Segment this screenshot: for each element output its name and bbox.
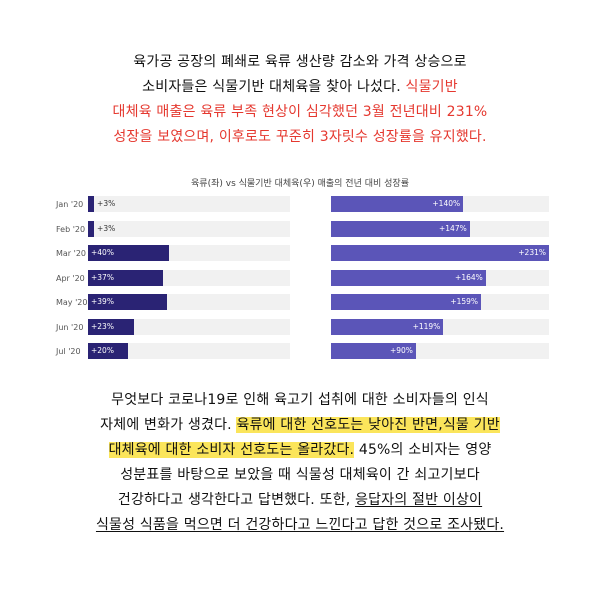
meat-value-label: +3% <box>97 223 116 233</box>
plant-value-label: +140% <box>432 199 461 208</box>
plant-bar <box>331 269 486 286</box>
plant-value-label: +119% <box>412 321 441 331</box>
body-line-2-text: 자체에 변화가 생겼다. <box>100 417 237 433</box>
plant-bar <box>331 318 444 335</box>
meat-bar <box>88 343 129 359</box>
body-line-5: 건강하다고 생각한다고 답변했다. 또한, 응답자의 절반 이상이 <box>0 488 600 513</box>
right-track: +159% <box>331 294 549 310</box>
intro-paragraph: 육가공 공장의 폐쇄로 육류 생산량 감소와 가격 상승으로 소비자들은 식물기… <box>0 50 600 150</box>
plant-value-label: +164% <box>455 272 483 282</box>
right-track: +147% <box>331 220 549 237</box>
month-label: Jun '20 <box>56 322 84 332</box>
month-label: May '20 <box>56 298 88 307</box>
meat-bar <box>88 318 135 335</box>
month-label: Feb '20 <box>56 224 86 234</box>
month-label: Jul '20 <box>56 347 81 356</box>
plant-bar <box>331 196 464 212</box>
body-line-3-highlight: 대체육에 대한 소비자 선호도는 올라갔다. <box>108 442 355 458</box>
growth-chart: 육류(좌) vs 식물기반 대체육(우) 매출의 전년 대비 성장률 Jan '… <box>40 176 560 366</box>
meat-value-label: +20% <box>91 346 114 355</box>
chart-row: Mar '20 +40% +231% <box>40 245 560 263</box>
chart-row: Jan '20 +3% +140% <box>40 196 560 214</box>
left-track: +37% <box>88 269 290 286</box>
month-label: Apr '20 <box>56 273 85 283</box>
body-line-3-text: 45%의 소비자는 영양 <box>354 442 492 458</box>
body-line-3: 대체육에 대한 소비자 선호도는 올라갔다. 45%의 소비자는 영양 <box>0 438 600 463</box>
intro-line-1: 육가공 공장의 폐쇄로 육류 생산량 감소와 가격 상승으로 <box>133 54 467 70</box>
chart-row: Jul '20 +20% +90% <box>40 343 560 361</box>
meat-bar <box>88 196 95 212</box>
chart-row: Feb '20 +3% +147% <box>40 220 560 239</box>
intro-line-2-text: 소비자들은 식물기반 대체육을 찾아 나섰다. <box>142 79 406 95</box>
body-line-4: 성분표를 바탕으로 보았을 때 식물성 대체육이 간 쇠고기보다 <box>120 467 480 483</box>
meat-bar <box>88 245 169 261</box>
plant-value-label: +159% <box>450 297 479 306</box>
body-line-2-highlight: 육류에 대한 선호도는 낮아진 반면,식물 기반 <box>236 417 500 433</box>
right-track: +164% <box>331 269 549 286</box>
left-track: +23% <box>88 318 290 335</box>
meat-bar <box>88 294 167 310</box>
body-line-2: 자체에 변화가 생겼다. 육류에 대한 선호도는 낮아진 반면,식물 기반 <box>0 413 600 438</box>
body-line-6: 식물성 식품을 먹으면 더 건강하다고 느낀다고 답한 것으로 조사됐다. <box>95 517 505 533</box>
plant-bar <box>331 245 549 261</box>
intro-line-3: 대체육 매출은 육류 부족 현상이 심각했던 3월 전년대비 231% <box>112 104 488 120</box>
left-track: +40% <box>88 245 290 261</box>
right-track: +90% <box>331 343 549 359</box>
left-track: +20% <box>88 343 290 359</box>
meat-value-label: +39% <box>91 297 114 306</box>
plant-value-label: +231% <box>518 248 546 257</box>
body-line-1: 무엇보다 코로나19로 인해 육고기 섭취에 대한 소비자들의 인식 <box>111 392 489 408</box>
month-label: Jan '20 <box>56 200 84 209</box>
chart-row: May '20 +39% +159% <box>40 294 560 312</box>
intro-line-2-red: 식물기반 <box>405 79 458 95</box>
plant-bar <box>331 220 470 237</box>
right-track: +140% <box>331 196 549 212</box>
body-line-5-text: 건강하다고 생각한다고 답변했다. 또한, <box>117 492 356 508</box>
intro-line-4: 성장을 보였으며, 이후로도 꾸준히 3자릿수 성장률을 유지했다. <box>113 129 487 145</box>
intro-line-2: 소비자들은 식물기반 대체육을 찾아 나섰다. 식물기반 <box>0 75 600 100</box>
left-track: +3% <box>88 196 290 212</box>
meat-value-label: +40% <box>91 248 114 257</box>
plant-value-label: +147% <box>439 223 467 233</box>
plant-bar <box>331 343 416 359</box>
chart-row: Apr '20 +37% +164% <box>40 269 560 288</box>
meat-value-label: +37% <box>91 272 114 282</box>
plant-value-label: +90% <box>389 346 413 355</box>
body-paragraph: 무엇보다 코로나19로 인해 육고기 섭취에 대한 소비자들의 인식 자체에 변… <box>0 388 600 538</box>
meat-bar <box>88 220 95 237</box>
meat-bar <box>88 269 163 286</box>
chart-title: 육류(좌) vs 식물기반 대체육(우) 매출의 전년 대비 성장률 <box>191 179 409 189</box>
right-track: +231% <box>331 245 549 261</box>
left-track: +3% <box>88 220 290 237</box>
meat-value-label: +23% <box>91 321 114 331</box>
right-track: +119% <box>331 318 549 335</box>
chart-row: Jun '20 +23% +119% <box>40 318 560 337</box>
body-line-5-underline: 응답자의 절반 이상이 <box>355 492 483 508</box>
meat-value-label: +3% <box>97 199 116 208</box>
left-track: +39% <box>88 294 290 310</box>
month-label: Mar '20 <box>56 249 87 258</box>
plant-bar <box>331 294 482 310</box>
